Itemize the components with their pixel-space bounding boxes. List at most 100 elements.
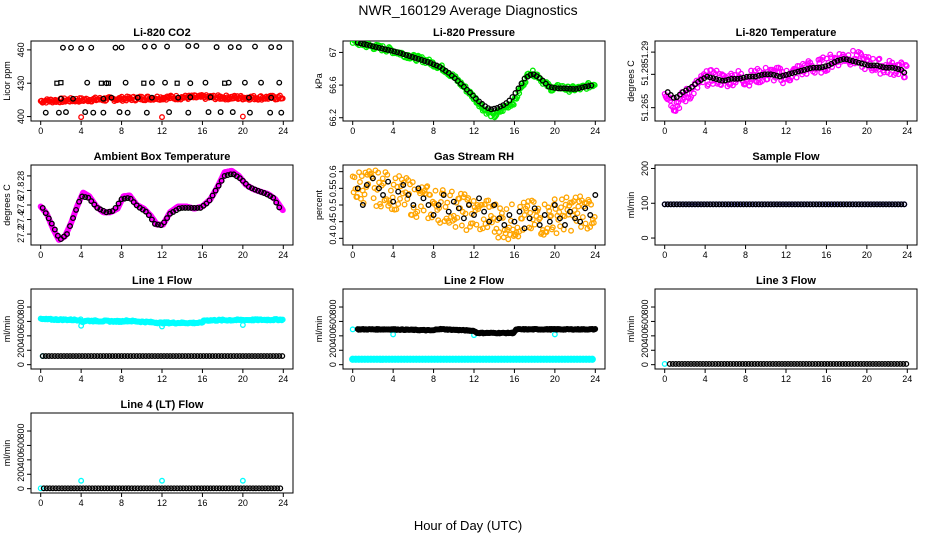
data-point bbox=[59, 44, 66, 51]
data-point bbox=[400, 182, 407, 188]
x-tick-label: 4 bbox=[79, 498, 84, 508]
data-point bbox=[224, 172, 231, 179]
data-point bbox=[809, 361, 816, 367]
data-point bbox=[175, 94, 182, 101]
data-point bbox=[679, 201, 686, 208]
data-point bbox=[116, 109, 123, 116]
data-point bbox=[143, 109, 150, 116]
y-tick-label: 600 bbox=[16, 314, 26, 329]
y-tick-label: 200 bbox=[16, 467, 26, 482]
data-point bbox=[243, 485, 250, 492]
y-tick-label: 51.29 bbox=[640, 41, 650, 64]
data-point bbox=[488, 106, 495, 113]
data-point bbox=[900, 361, 907, 367]
data-point bbox=[837, 56, 844, 63]
y-tick-label: 800 bbox=[640, 300, 650, 315]
data-point bbox=[395, 201, 402, 208]
series-0 bbox=[37, 315, 286, 327]
series-2 bbox=[354, 325, 599, 337]
data-point bbox=[864, 201, 871, 208]
data-point bbox=[136, 353, 143, 359]
data-point bbox=[876, 55, 883, 62]
data-point bbox=[279, 353, 286, 359]
data-point bbox=[486, 218, 493, 225]
data-point bbox=[775, 361, 782, 367]
data-point bbox=[755, 201, 762, 208]
x-tick-label: 8 bbox=[743, 374, 748, 384]
data-point bbox=[754, 361, 761, 367]
x-tick-label: 16 bbox=[197, 498, 207, 508]
panel-title: Gas Stream RH bbox=[434, 151, 514, 163]
data-point bbox=[770, 71, 777, 78]
data-point bbox=[37, 485, 44, 492]
y-tick-label: 400 bbox=[328, 328, 338, 343]
data-point bbox=[88, 198, 95, 205]
data-point bbox=[445, 208, 452, 215]
data-point bbox=[666, 361, 673, 367]
data-point bbox=[124, 353, 131, 359]
data-point bbox=[185, 109, 192, 116]
data-point bbox=[183, 485, 190, 492]
data-point bbox=[661, 201, 668, 208]
data-point bbox=[722, 201, 729, 208]
data-point bbox=[161, 353, 167, 359]
data-point bbox=[587, 212, 594, 218]
data-point bbox=[448, 188, 455, 195]
x-tick-label: 0 bbox=[662, 250, 667, 260]
data-point bbox=[249, 353, 255, 359]
data-point bbox=[783, 71, 789, 78]
data-point bbox=[215, 353, 222, 359]
x-tick-label: 12 bbox=[157, 498, 167, 508]
data-point bbox=[255, 353, 261, 359]
data-point bbox=[592, 192, 599, 198]
panel-ylabel: kPa bbox=[314, 73, 324, 89]
data-point bbox=[200, 353, 207, 359]
data-point bbox=[432, 187, 439, 194]
data-point bbox=[418, 56, 425, 63]
data-point bbox=[176, 205, 183, 212]
panel-plot-area bbox=[37, 315, 286, 359]
data-point bbox=[43, 485, 50, 492]
data-point bbox=[151, 353, 158, 359]
data-point bbox=[491, 202, 498, 208]
data-point bbox=[149, 485, 156, 492]
data-point bbox=[133, 353, 140, 359]
data-point bbox=[827, 361, 834, 367]
panel-plot-area bbox=[37, 477, 284, 492]
data-point bbox=[110, 485, 117, 492]
data-point bbox=[816, 201, 823, 208]
data-point bbox=[743, 201, 750, 208]
data-point bbox=[870, 62, 877, 69]
data-point bbox=[821, 361, 828, 367]
data-point bbox=[279, 95, 286, 102]
data-point bbox=[719, 201, 726, 208]
data-point bbox=[167, 353, 174, 359]
x-tick-label: 24 bbox=[902, 126, 912, 136]
data-point bbox=[276, 44, 283, 51]
data-point bbox=[518, 215, 525, 222]
data-point bbox=[390, 331, 397, 338]
x-tick-label: 24 bbox=[278, 126, 288, 136]
data-point bbox=[836, 361, 843, 367]
data-point bbox=[736, 361, 743, 367]
panel-6: Line 1 Flow ml/min 0 4 8 12 16 20 24 0 20040060080… bbox=[2, 275, 294, 384]
data-point bbox=[521, 225, 528, 232]
data-point bbox=[888, 361, 895, 367]
data-point bbox=[277, 485, 284, 492]
data-point bbox=[198, 485, 205, 492]
data-point bbox=[755, 72, 762, 79]
data-point bbox=[215, 182, 222, 189]
data-point bbox=[528, 225, 534, 232]
data-point bbox=[131, 485, 138, 492]
data-point bbox=[725, 201, 732, 208]
data-point bbox=[218, 353, 225, 359]
data-point bbox=[682, 98, 689, 105]
data-point bbox=[354, 185, 361, 192]
data-point bbox=[242, 353, 249, 359]
data-point bbox=[570, 86, 577, 92]
data-point bbox=[444, 199, 451, 206]
data-point bbox=[412, 55, 419, 61]
x-tick-label: 24 bbox=[902, 250, 912, 260]
data-point bbox=[436, 205, 443, 211]
data-point bbox=[850, 47, 856, 54]
